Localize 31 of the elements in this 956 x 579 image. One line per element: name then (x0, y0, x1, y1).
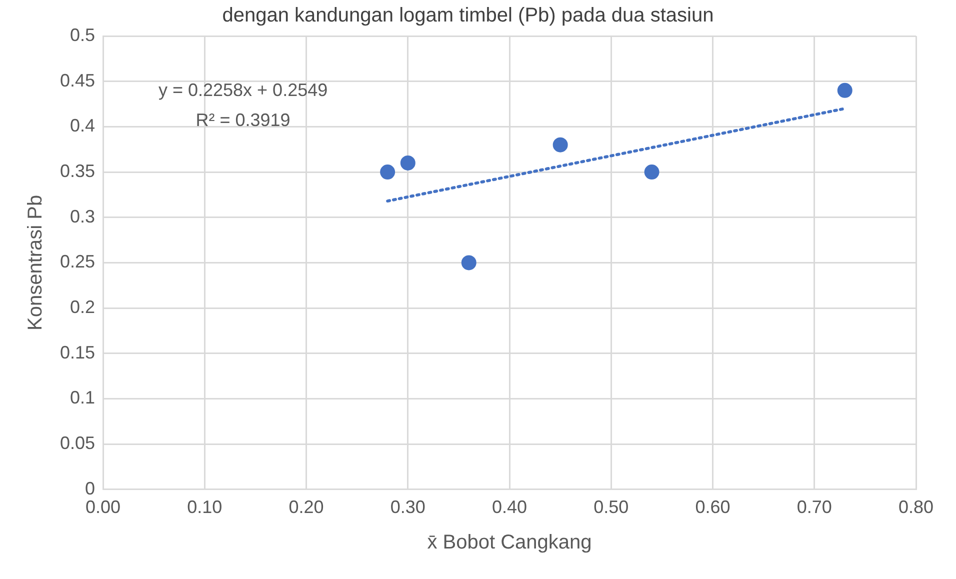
y-tick-label: 0.5 (70, 24, 96, 45)
y-tick-label: 0.15 (60, 342, 96, 362)
point (552, 137, 568, 152)
y-tick-label: 0.1 (70, 388, 96, 408)
y-tick-label: 0.4 (70, 116, 96, 136)
annotation: y = 0.2258x + 0.2549 (158, 80, 328, 100)
x-tick-label: 0.30 (390, 497, 426, 518)
point (400, 155, 416, 170)
x-tick-label: 0.40 (492, 497, 528, 518)
x-tick-label: 0.60 (695, 497, 730, 518)
y-tick-label: 0.25 (60, 252, 96, 272)
chart-title: dengan kandungan logam timbel (Pb) pada dua stasiun (222, 4, 714, 27)
x-tick-label: 0.10 (187, 497, 222, 518)
y-tick-label: 0.05 (60, 433, 96, 454)
x-axis-title: x̄ Bobot Cangkang (427, 532, 592, 554)
x-tick-label: 0.20 (288, 497, 324, 518)
y-tick-label: 0.45 (60, 70, 96, 90)
y-tick-label: 0.3 (70, 206, 96, 226)
x-tick-label: 0.70 (796, 497, 832, 518)
annotation: R² = 0.3919 (196, 110, 290, 130)
y-axis-title: Konsentrasi Pb (24, 194, 47, 331)
point (380, 164, 396, 180)
y-tick-label: 0 (85, 478, 96, 498)
x-tick-label: 0.00 (86, 497, 121, 518)
x-tick-label: 0.80 (898, 497, 934, 518)
y-tick-label: 0.2 (70, 297, 96, 318)
point (837, 82, 852, 98)
point (461, 255, 476, 270)
y-tick-label: 0.35 (60, 160, 96, 181)
x-tick-label: 0.50 (594, 497, 629, 518)
point (644, 164, 660, 180)
